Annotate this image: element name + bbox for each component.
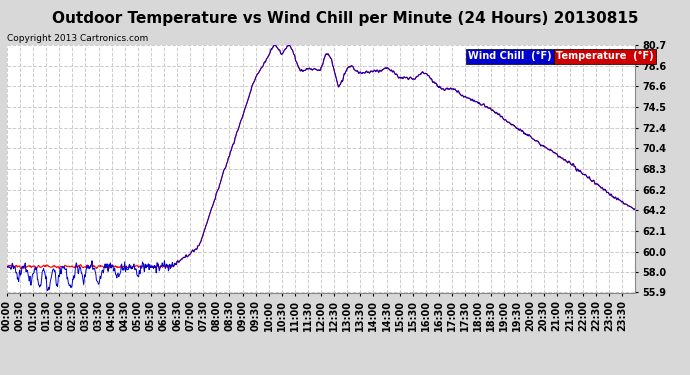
Text: Wind Chill  (°F): Wind Chill (°F)	[469, 51, 552, 61]
Text: Copyright 2013 Cartronics.com: Copyright 2013 Cartronics.com	[7, 34, 148, 43]
Text: Outdoor Temperature vs Wind Chill per Minute (24 Hours) 20130815: Outdoor Temperature vs Wind Chill per Mi…	[52, 11, 638, 26]
Text: Temperature  (°F): Temperature (°F)	[556, 51, 654, 61]
